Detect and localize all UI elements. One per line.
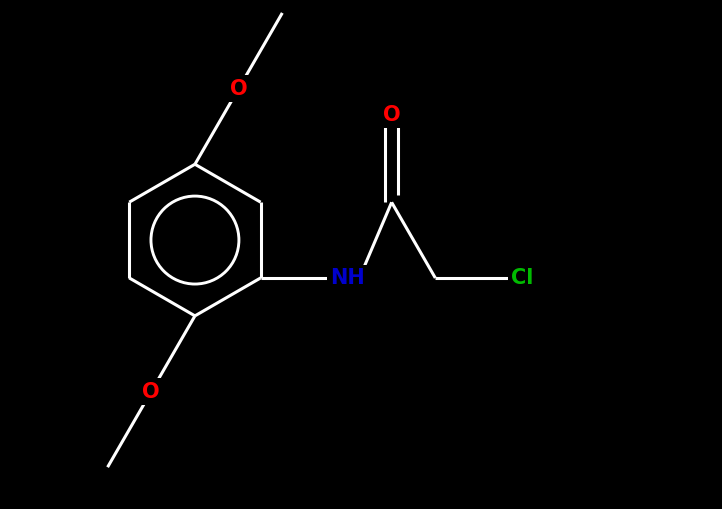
Text: O: O xyxy=(142,382,160,402)
Text: Cl: Cl xyxy=(511,268,534,288)
Text: NH: NH xyxy=(331,268,365,288)
Text: O: O xyxy=(383,105,401,125)
Text: O: O xyxy=(230,78,248,99)
